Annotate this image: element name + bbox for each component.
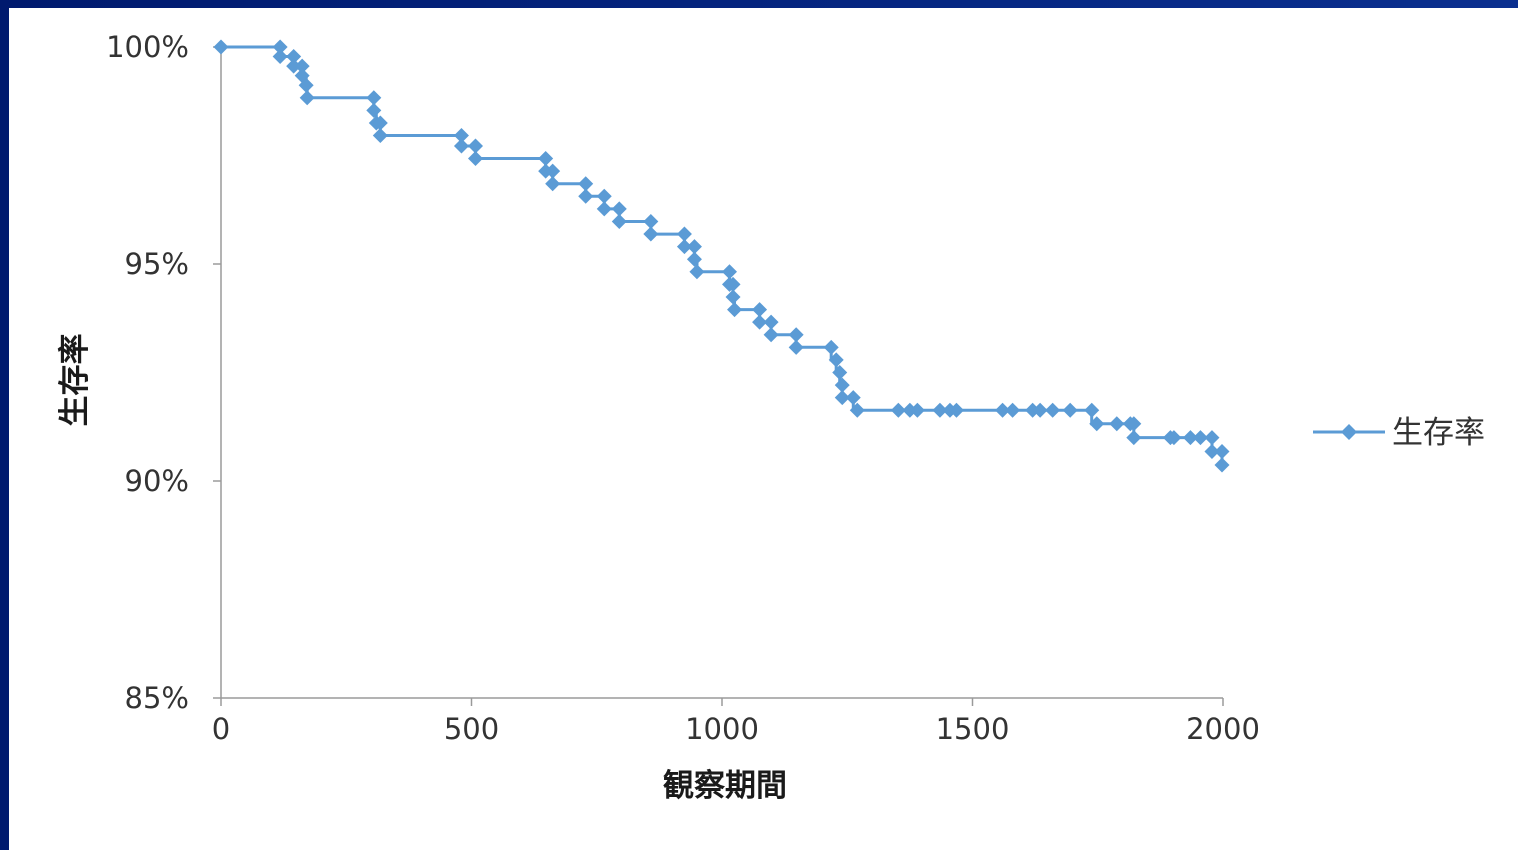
data-point-marker (676, 239, 692, 255)
data-point-marker (823, 339, 839, 355)
data-point-marker (468, 151, 484, 167)
y-tick-label: 100% (106, 30, 189, 64)
data-point-marker (725, 276, 741, 292)
data-point-marker (725, 289, 741, 305)
data-point-marker (578, 188, 594, 204)
data-point-marker (686, 251, 702, 267)
y-axis-title: 生存率 (57, 334, 93, 427)
data-point-marker (932, 402, 948, 418)
data-point-marker (1204, 443, 1220, 459)
data-point-marker (1192, 430, 1208, 446)
data-point-marker (722, 264, 738, 280)
data-point-marker (299, 90, 315, 106)
data-point-marker (453, 138, 469, 154)
y-tick-label: 85% (125, 681, 189, 715)
data-point-marker (1166, 430, 1182, 446)
data-point-marker (538, 151, 554, 167)
data-point-marker (286, 49, 302, 65)
series-markers-group (213, 39, 1230, 473)
y-tick-label: 90% (125, 464, 189, 498)
data-point-marker (902, 402, 918, 418)
data-point-marker (948, 402, 964, 418)
data-point-marker (1005, 402, 1021, 418)
data-point-marker (272, 39, 288, 55)
legend-label: 生存率 (1392, 415, 1485, 451)
data-point-marker (1062, 402, 1078, 418)
data-point-marker (213, 39, 229, 55)
data-point-marker (832, 365, 848, 380)
data-point-marker (1109, 416, 1125, 432)
x-tick-label: 0 (212, 712, 230, 746)
data-point-marker (752, 302, 768, 318)
x-tick-label: 500 (444, 712, 499, 746)
data-point-marker (372, 115, 388, 131)
data-point-marker (372, 128, 388, 144)
data-point-marker (909, 402, 925, 418)
chart-axes (220, 47, 1223, 699)
data-point-marker (1126, 416, 1142, 432)
data-point-marker (596, 201, 612, 217)
data-point-marker (1025, 402, 1041, 418)
data-point-marker (834, 390, 850, 406)
data-point-marker (689, 264, 705, 280)
data-point-marker (1032, 402, 1048, 418)
data-point-marker (1089, 416, 1105, 432)
y-tick-label: 95% (125, 247, 189, 281)
data-point-marker (294, 58, 310, 74)
data-point-marker (676, 226, 692, 242)
data-point-marker (1126, 430, 1142, 446)
data-point-marker (849, 402, 865, 418)
data-point-marker (752, 314, 768, 330)
data-point-marker (611, 213, 627, 229)
data-point-marker (611, 201, 627, 217)
data-point-marker (272, 49, 288, 65)
x-tick-label: 1500 (936, 712, 1010, 746)
data-point-marker (763, 327, 779, 343)
data-point-marker (686, 239, 702, 255)
chart-panel: 0 500 1000 1500 2000 100% 95% 90% 85% 観察期間 生存率 生… (9, 8, 1518, 850)
data-point-marker (763, 314, 779, 330)
legend: 生存率 (1313, 415, 1485, 451)
data-point-marker (1214, 457, 1230, 473)
data-point-marker (788, 327, 804, 343)
data-point-marker (366, 102, 382, 118)
data-point-marker (834, 377, 850, 393)
data-point-marker (366, 90, 382, 106)
data-point-marker (643, 226, 659, 242)
data-point-marker (828, 352, 844, 368)
data-point-marker (995, 402, 1011, 418)
data-point-marker (545, 176, 561, 192)
x-tick-label: 2000 (1186, 712, 1260, 746)
data-point-marker (727, 302, 743, 318)
chart-svg: 0 500 1000 1500 2000 100% 95% 90% 85% 観察期間 生存率 生… (57, 30, 1485, 804)
data-point-marker (1182, 430, 1198, 446)
x-axis-title: 観察期間 (663, 768, 787, 804)
data-point-marker (596, 188, 612, 204)
data-point-marker (890, 402, 906, 418)
data-point-marker (286, 58, 302, 74)
data-point-marker (1045, 402, 1061, 418)
legend-diamond-icon (1341, 424, 1357, 440)
x-tick-label: 1000 (685, 712, 759, 746)
data-point-marker (1084, 402, 1100, 418)
chart-ticks: 0 500 1000 1500 2000 100% 95% 90% 85% (106, 30, 1260, 746)
data-point-marker (298, 77, 314, 93)
data-point-marker (845, 390, 861, 406)
data-point-marker (788, 339, 804, 355)
data-point-marker (468, 138, 484, 154)
data-point-marker (453, 128, 469, 144)
data-point-marker (545, 163, 561, 179)
data-point-marker (1214, 443, 1230, 459)
data-point-marker (643, 213, 659, 229)
data-point-marker (1204, 430, 1220, 446)
data-point-marker (578, 176, 594, 192)
